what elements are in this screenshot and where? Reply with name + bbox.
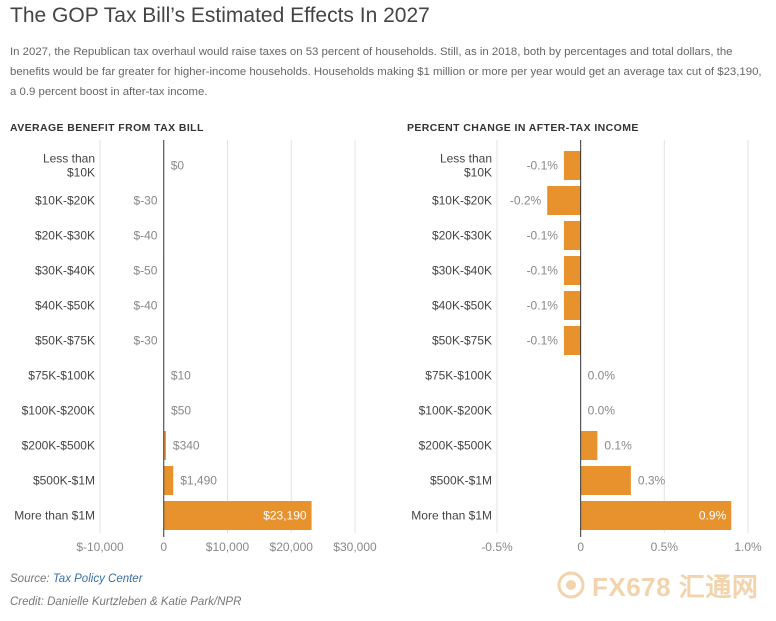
percent-change-chart: Less than $10K -0.1% $10K-$20K -0.2% $20K-$30… bbox=[411, 140, 762, 554]
benefit-category-label: More than $1M bbox=[14, 509, 95, 523]
pct-value-label: 0.3% bbox=[638, 474, 666, 488]
benefit-value-label: $340 bbox=[173, 439, 200, 453]
pct-bar bbox=[580, 431, 598, 460]
pct-tick-label: 0.5% bbox=[651, 540, 679, 554]
pct-bar bbox=[563, 291, 581, 320]
pct-category-label: $100K-$200K bbox=[419, 404, 492, 418]
benefit-tick-label: $20,000 bbox=[270, 540, 314, 554]
benefit-value-label: $0 bbox=[171, 159, 185, 173]
pct-bar bbox=[563, 221, 581, 250]
benefit-value-label: $-40 bbox=[133, 229, 157, 243]
benefit-value-label: $-40 bbox=[133, 299, 157, 313]
pct-tick-label: -0.5% bbox=[481, 540, 513, 554]
benefit-value-label: $-30 bbox=[134, 194, 158, 208]
pct-category-label: Less than $10K bbox=[440, 152, 492, 180]
benefit-value-label: $23,190 bbox=[263, 509, 307, 523]
pct-value-label: 0.9% bbox=[699, 509, 727, 523]
pct-bar bbox=[580, 501, 732, 530]
pct-value-label: 0.0% bbox=[588, 404, 616, 418]
page-title: The GOP Tax Bill’s Estimated Effects In … bbox=[10, 4, 430, 27]
benefit-value-label: $-50 bbox=[133, 264, 157, 278]
benefit-category-label: $50K-$75K bbox=[35, 334, 95, 348]
pct-value-label: 0.0% bbox=[588, 369, 616, 383]
pct-value-label: -0.1% bbox=[527, 299, 559, 313]
page-subtitle: In 2027, the Republican tax overhaul wou… bbox=[10, 46, 762, 98]
pct-value-label: -0.2% bbox=[510, 194, 542, 208]
benefit-category-label: $100K-$200K bbox=[22, 404, 95, 418]
watermark: FX678 汇通网 bbox=[556, 567, 766, 603]
benefit-tick-label: $30,000 bbox=[333, 540, 377, 554]
pct-category-label: More than $1M bbox=[411, 509, 492, 523]
pct-category-label: $30K-$40K bbox=[432, 264, 492, 278]
pct-value-label: -0.1% bbox=[527, 264, 559, 278]
benefit-bar bbox=[163, 501, 312, 530]
benefit-category-label: $30K-$40K bbox=[35, 264, 95, 278]
benefit-category-label: $40K-$50K bbox=[35, 299, 95, 313]
pct-category-label: $20K-$30K bbox=[432, 229, 492, 243]
average-benefit-chart: Less than $10K $0 $10K-$20K $-30 $20K-$30K $-4… bbox=[14, 140, 377, 554]
benefit-value-label: $50 bbox=[171, 404, 191, 418]
left-chart-title: AVERAGE BENEFIT FROM TAX BILL bbox=[10, 122, 204, 134]
pct-bar bbox=[563, 256, 581, 285]
pct-value-label: -0.1% bbox=[527, 159, 559, 173]
fx678-logo-icon bbox=[557, 571, 585, 599]
benefit-category-label: $10K-$20K bbox=[35, 194, 95, 208]
benefit-value-label: $10 bbox=[171, 369, 191, 383]
benefit-category-label: $75K-$100K bbox=[28, 369, 95, 383]
benefit-bar bbox=[163, 466, 174, 495]
source-label: Source: bbox=[10, 573, 53, 585]
benefit-value-label: $-30 bbox=[134, 334, 158, 348]
benefit-bar bbox=[163, 431, 166, 460]
pct-category-label: $50K-$75K bbox=[432, 334, 492, 348]
source-line: Source: Tax Policy Center bbox=[10, 573, 143, 585]
pct-category-label: $500K-$1M bbox=[430, 474, 492, 488]
benefit-tick-label: $-10,000 bbox=[76, 540, 124, 554]
credit-line: Credit: Danielle Kurtzleben & Katie Park… bbox=[10, 596, 242, 608]
benefit-tick-label: $10,000 bbox=[206, 540, 250, 554]
pct-bar bbox=[563, 326, 581, 355]
pct-category-label: $10K-$20K bbox=[432, 194, 492, 208]
pct-bar bbox=[563, 151, 581, 180]
pct-tick-label: 1.0% bbox=[734, 540, 762, 554]
benefit-category-label: Less than $10K bbox=[43, 152, 95, 180]
benefit-tick-label: 0 bbox=[160, 540, 167, 554]
pct-value-label: 0.1% bbox=[604, 439, 632, 453]
source-link[interactable]: Tax Policy Center bbox=[52, 573, 143, 585]
pct-tick-label: 0 bbox=[577, 540, 584, 554]
benefit-category-label: $200K-$500K bbox=[22, 439, 95, 453]
benefit-category-label: $500K-$1M bbox=[33, 474, 95, 488]
pct-category-label: $40K-$50K bbox=[432, 299, 492, 313]
pct-value-label: -0.1% bbox=[527, 229, 559, 243]
pct-bar bbox=[547, 186, 581, 215]
right-chart-title: PERCENT CHANGE IN AFTER-TAX INCOME bbox=[407, 122, 639, 134]
pct-value-label: -0.1% bbox=[527, 334, 559, 348]
pct-category-label: $75K-$100K bbox=[425, 369, 492, 383]
pct-category-label: $200K-$500K bbox=[419, 439, 492, 453]
benefit-value-label: $1,490 bbox=[180, 474, 217, 488]
watermark-text: FX678 汇通网 bbox=[592, 571, 759, 602]
pct-bar bbox=[580, 466, 631, 495]
benefit-category-label: $20K-$30K bbox=[35, 229, 95, 243]
